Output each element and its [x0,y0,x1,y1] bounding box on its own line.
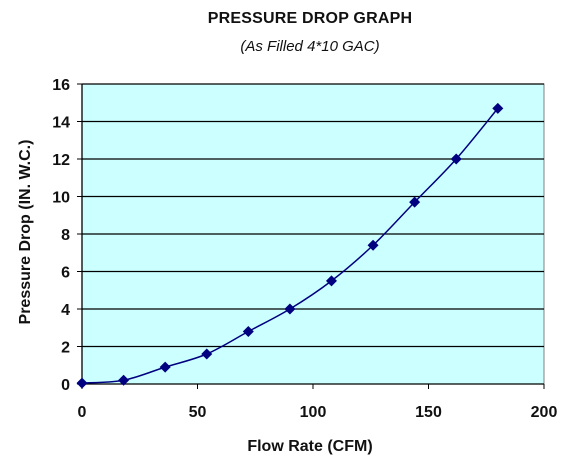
grid-lines [82,83,544,348]
tick-labels: 0 2 4 6 8 10 12 14 16 0 50 100 150 200 [52,77,557,421]
axes [77,83,545,389]
x-tick-label: 200 [531,404,558,421]
data-point-marker [284,303,296,315]
data-point-marker [325,275,337,287]
chart-title: PRESSURE DROP GRAPH [207,10,413,27]
x-tick-label: 100 [300,404,327,421]
data-point-marker [118,374,130,386]
data-point-marker [242,326,254,337]
y-tick-label: 8 [61,227,70,244]
series-group [76,102,504,389]
x-tick-label: 50 [189,404,207,421]
y-tick-label: 14 [52,115,70,132]
y-tick-label: 12 [52,152,70,169]
data-point-marker [409,196,421,208]
y-tick-label: 16 [52,77,70,94]
y-tick-label: 4 [61,302,70,319]
data-point-marker [76,377,88,389]
y-tick-label: 2 [61,340,70,357]
x-tick-label: 150 [415,404,442,421]
data-point-marker [159,361,171,373]
y-tick-label: 10 [52,190,70,207]
chart-subtitle: (As Filled 4*10 GAC) [240,38,380,55]
x-axis-label: Flow Rate (CFM) [247,438,373,455]
x-tick-label: 0 [78,404,87,421]
y-tick-label: 0 [61,377,70,394]
data-point-marker [367,239,379,251]
data-point-marker [450,153,462,165]
y-tick-label: 6 [61,265,70,282]
data-point-marker [201,348,213,360]
data-point-marker [492,102,504,114]
